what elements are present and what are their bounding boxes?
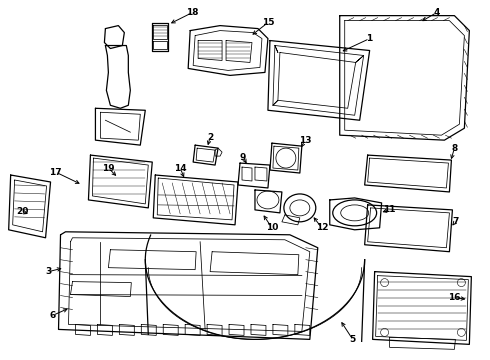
Text: 14: 14 xyxy=(174,163,187,172)
Text: 3: 3 xyxy=(46,267,51,276)
Text: 15: 15 xyxy=(262,18,274,27)
Text: 20: 20 xyxy=(17,207,29,216)
Text: 7: 7 xyxy=(452,217,459,226)
Text: 17: 17 xyxy=(49,167,62,176)
Text: 6: 6 xyxy=(49,311,56,320)
Text: 16: 16 xyxy=(448,293,461,302)
Text: 5: 5 xyxy=(349,335,356,344)
Text: 8: 8 xyxy=(451,144,458,153)
Text: 19: 19 xyxy=(102,163,115,172)
Text: 9: 9 xyxy=(240,153,246,162)
Text: 12: 12 xyxy=(316,223,328,232)
Text: 11: 11 xyxy=(383,206,396,215)
Text: 2: 2 xyxy=(207,133,213,142)
Text: 1: 1 xyxy=(367,34,373,43)
Text: 13: 13 xyxy=(298,136,311,145)
Text: 18: 18 xyxy=(186,8,198,17)
Text: 10: 10 xyxy=(266,223,278,232)
Text: 4: 4 xyxy=(433,8,440,17)
